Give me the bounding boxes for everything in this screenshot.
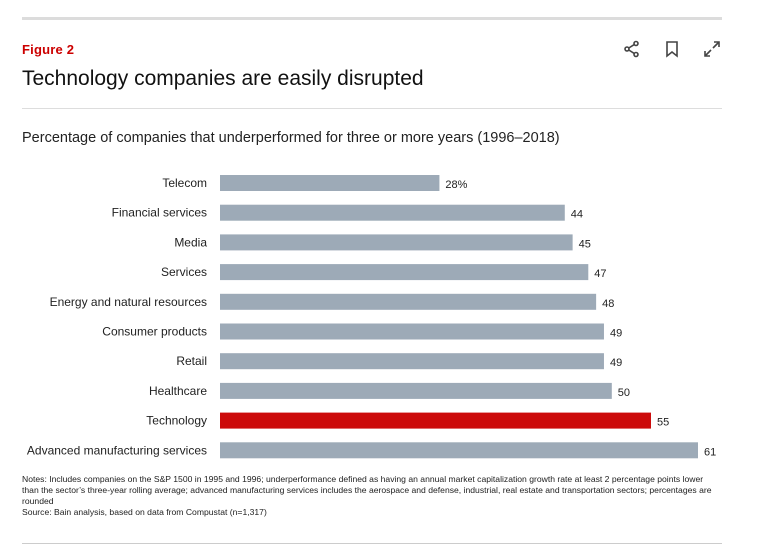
category-label: Consumer products	[102, 325, 207, 339]
bar	[220, 264, 589, 281]
chart-notes: Notes: Includes companies on the S&P 150…	[22, 474, 712, 518]
top-divider	[22, 17, 722, 20]
category-label: Telecom	[162, 176, 207, 190]
value-label: 50	[618, 387, 630, 399]
bar	[220, 293, 597, 310]
category-label: Financial services	[112, 206, 207, 220]
value-label: 55	[657, 417, 669, 429]
title-divider	[22, 108, 722, 109]
category-label: Healthcare	[149, 384, 207, 398]
value-label: 28%	[445, 179, 467, 191]
bar-chart: Telecom 28% Financial services 44 Media 45 Ser…	[27, 175, 716, 459]
bar	[220, 382, 612, 399]
value-label: 49	[610, 328, 622, 340]
bookmark-icon[interactable]	[662, 39, 682, 59]
figure-card: Figure 2 Technology companies are easily…	[22, 17, 722, 547]
chart-title: Percentage of companies that underperfor…	[22, 130, 560, 146]
source-text: Source: Bain analysis, based on data fro…	[22, 507, 267, 517]
category-label: Retail	[176, 354, 207, 368]
figure-title: Technology companies are easily disrupte…	[22, 67, 424, 90]
bottom-divider	[22, 543, 722, 544]
value-label: 44	[571, 209, 583, 221]
figure-toolbar	[622, 39, 722, 59]
value-label: 61	[704, 446, 716, 458]
notes-text: Notes: Includes companies on the S&P 150…	[22, 474, 712, 506]
share-icon[interactable]	[622, 39, 642, 59]
value-label: 49	[610, 357, 622, 369]
category-label: Media	[174, 235, 207, 249]
figure-label: Figure 2	[22, 42, 75, 57]
bar	[220, 234, 573, 251]
value-label: 45	[579, 238, 591, 250]
value-label: 47	[594, 268, 606, 280]
value-label: 48	[602, 298, 614, 310]
expand-icon[interactable]	[702, 39, 722, 59]
category-label: Energy and natural resources	[50, 295, 207, 309]
bar	[220, 353, 604, 370]
category-label: Services	[161, 265, 207, 279]
bar	[220, 323, 604, 340]
category-label: Advanced manufacturing services	[27, 443, 207, 457]
category-label: Technology	[146, 414, 207, 428]
bar	[220, 442, 698, 459]
bar	[220, 175, 440, 191]
bar	[220, 412, 651, 429]
bar	[220, 204, 565, 221]
